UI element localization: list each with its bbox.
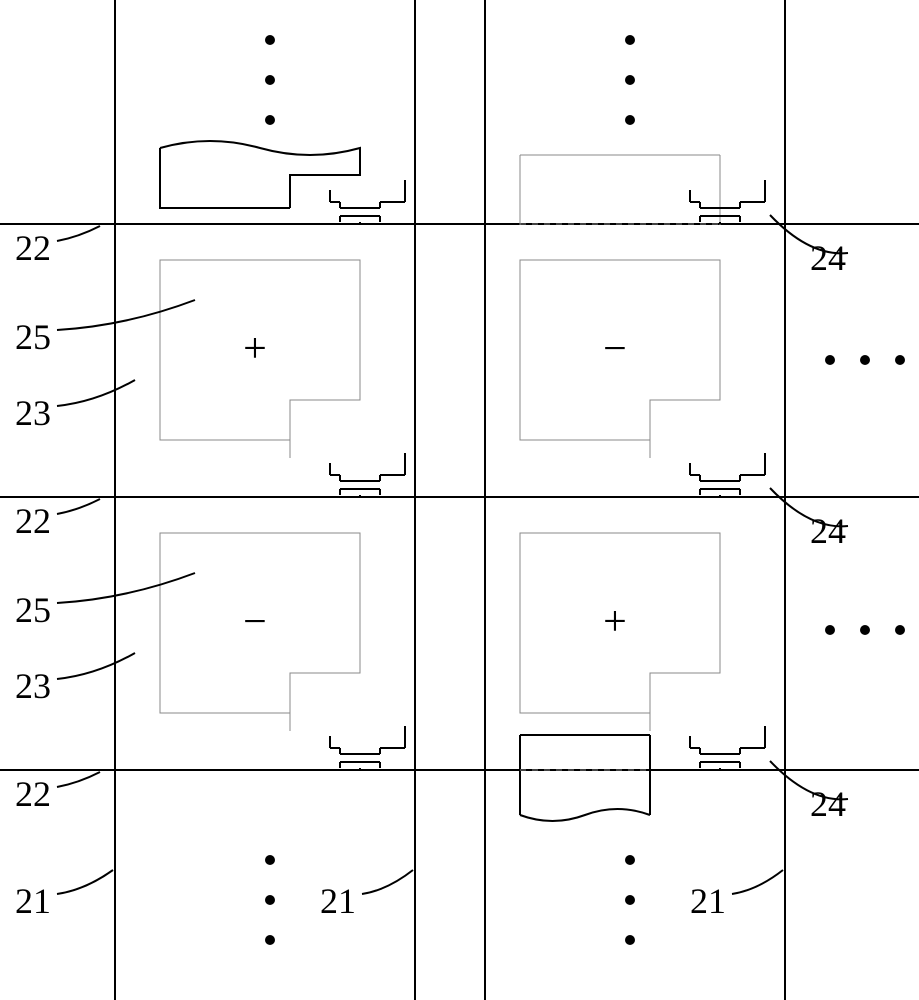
ref-label-21: 21 (320, 880, 356, 922)
svg-text:−: − (603, 326, 627, 372)
ref-label-22: 22 (15, 773, 51, 815)
pixel-cells: + − − + (160, 260, 720, 731)
ref-label-24: 24 (810, 510, 846, 552)
ref-label-23: 23 (15, 665, 51, 707)
leader-lines (57, 215, 848, 894)
svg-text:+: + (603, 599, 627, 645)
partial-cells (160, 141, 720, 821)
ref-label-24: 24 (810, 783, 846, 825)
ref-label-22: 22 (15, 227, 51, 269)
ref-label-23: 23 (15, 392, 51, 434)
svg-text:−: − (243, 599, 267, 645)
ref-label-24: 24 (810, 237, 846, 279)
ref-label-25: 25 (15, 589, 51, 631)
ref-label-22: 22 (15, 500, 51, 542)
horizontal-lines (0, 224, 919, 770)
circuit-diagram: + − − + (0, 0, 919, 1000)
ref-label-21: 21 (690, 880, 726, 922)
svg-text:+: + (243, 326, 267, 372)
vertical-lines (115, 0, 785, 1000)
ref-label-21: 21 (15, 880, 51, 922)
tft-symbols (330, 180, 765, 770)
ref-label-25: 25 (15, 316, 51, 358)
